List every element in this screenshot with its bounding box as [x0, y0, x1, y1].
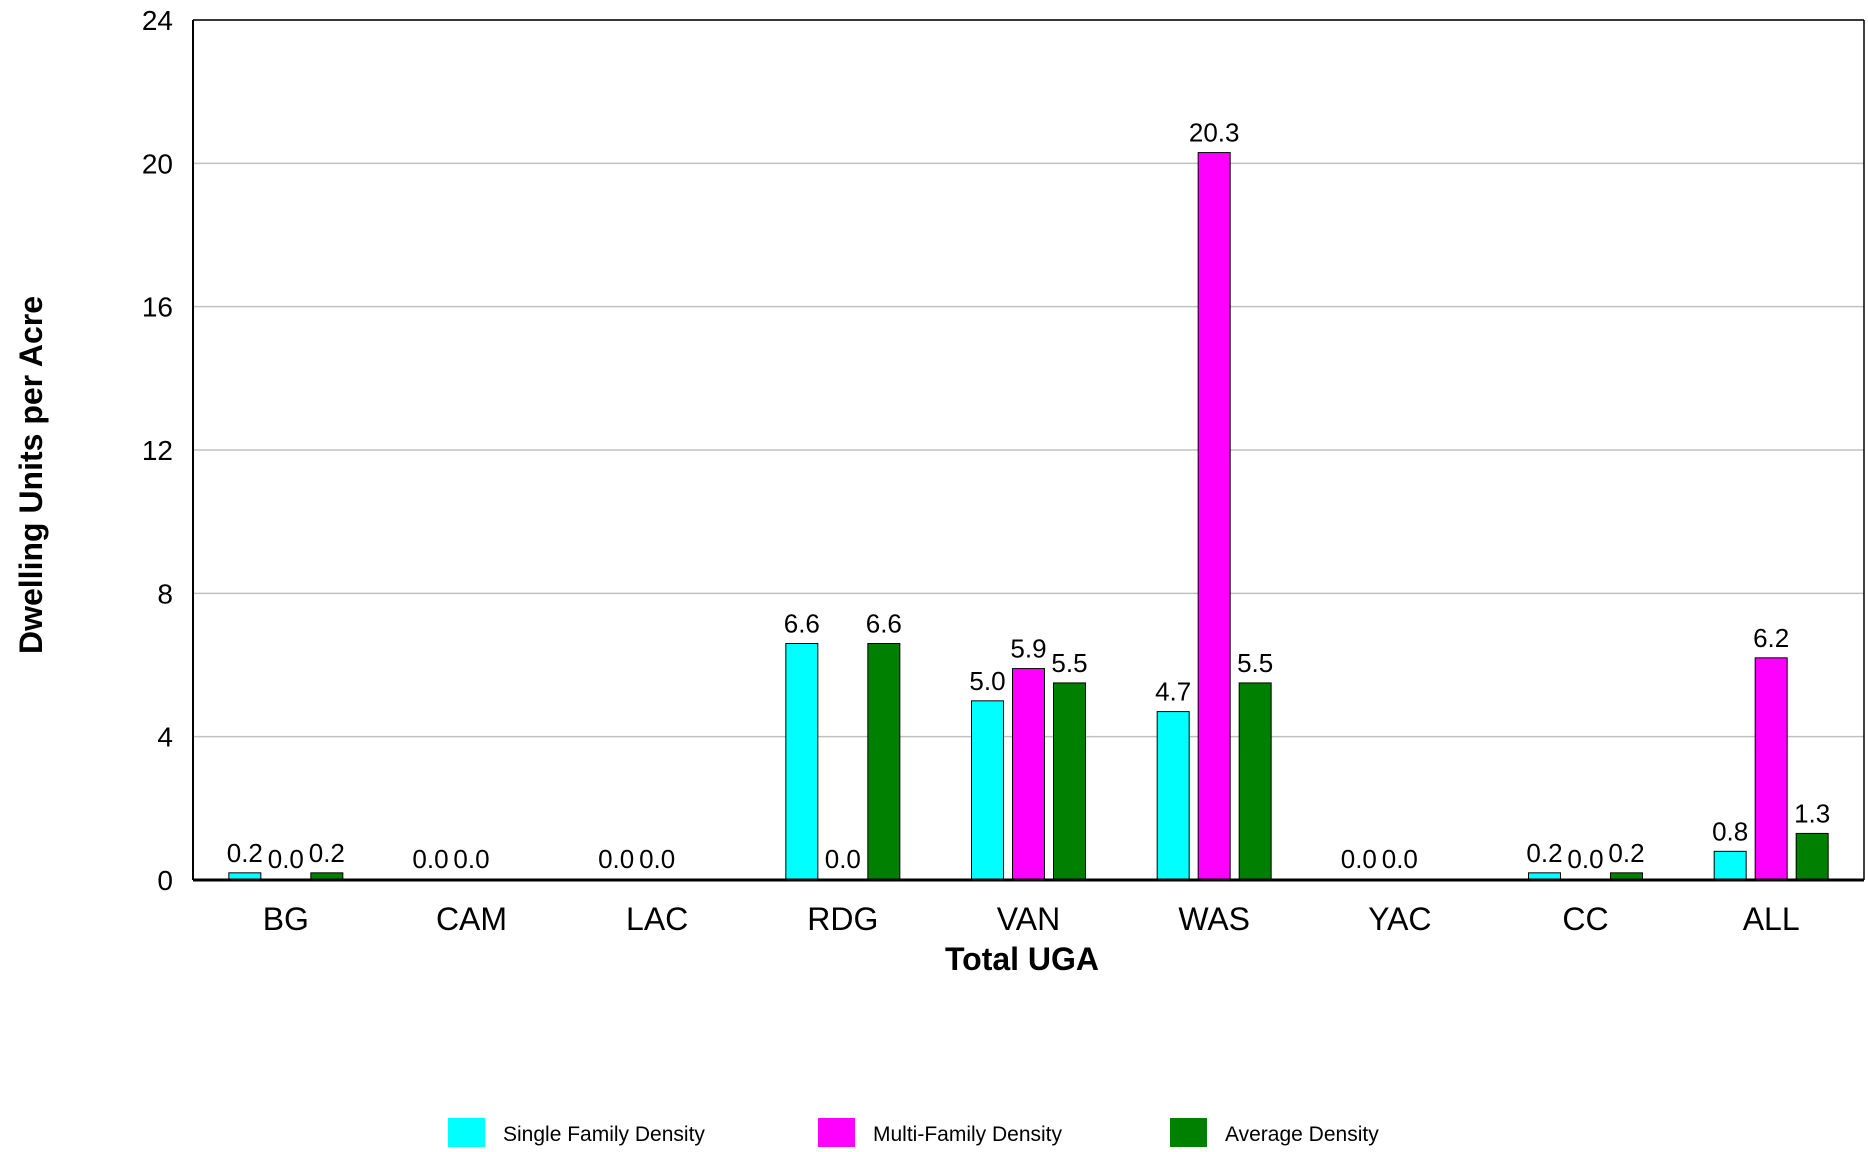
x-tick-label: WAS [1178, 901, 1250, 937]
x-tick-label: VAN [997, 901, 1060, 937]
data-label: 5.5 [1237, 648, 1273, 678]
data-label: 0.2 [1608, 838, 1644, 868]
bar-average-density [1795, 832, 1829, 881]
y-tick-label: 16 [142, 292, 173, 323]
data-label: 0.0 [268, 844, 304, 874]
bar-average-density [1053, 682, 1086, 881]
x-tick-label: YAC [1368, 901, 1431, 937]
y-axis-title: Dwelling Units per Acre [13, 296, 49, 654]
y-tick-label: 4 [157, 722, 173, 753]
y-tick-label: 24 [142, 5, 173, 36]
y-tick-label: 8 [157, 578, 173, 609]
legend-swatch [818, 1118, 855, 1150]
bar-single-family-density [785, 643, 819, 881]
x-axis-title: Total UGA [945, 941, 1099, 977]
data-label: 5.5 [1051, 648, 1087, 678]
x-tick-label: ALL [1743, 901, 1800, 937]
data-label: 0.2 [1526, 838, 1562, 868]
bar-single-family-density [1156, 711, 1190, 881]
y-tick-label: 20 [142, 148, 173, 179]
bar-single-family-density [971, 700, 1004, 881]
legend-label: Average Density [1225, 1123, 1379, 1146]
legend-swatch [448, 1118, 485, 1150]
data-label: 5.9 [1010, 634, 1046, 664]
data-label: 4.7 [1155, 677, 1191, 707]
data-label: 0.2 [309, 838, 345, 868]
legend-swatch [1170, 1118, 1207, 1150]
data-label: 0.0 [1341, 844, 1377, 874]
data-label: 0.0 [639, 844, 675, 874]
x-tick-label: CAM [436, 901, 507, 937]
x-tick-label: BG [263, 901, 309, 937]
legend-label: Multi-Family Density [873, 1123, 1063, 1146]
data-label: 5.0 [969, 666, 1005, 696]
data-label: 0.0 [825, 844, 861, 874]
bar-single-family-density [1713, 850, 1747, 881]
data-label: 6.6 [866, 609, 902, 639]
data-label: 0.0 [1567, 844, 1603, 874]
data-label: 20.3 [1189, 118, 1240, 148]
data-label: 0.0 [453, 844, 489, 874]
data-label: 0.0 [1382, 844, 1418, 874]
x-tick-label: LAC [626, 901, 688, 937]
data-label: 6.6 [784, 609, 820, 639]
data-label: 6.2 [1753, 623, 1789, 653]
data-label: 0.0 [598, 844, 634, 874]
bar-multi-family-density [1197, 152, 1231, 881]
bar-average-density [867, 643, 901, 881]
bar-multi-family-density [1012, 668, 1045, 881]
y-tick-label: 0 [157, 865, 173, 896]
legend: Single Family Density Multi-Family Densit… [448, 1118, 1379, 1150]
x-tick-label: CC [1562, 901, 1608, 937]
data-label: 1.3 [1794, 798, 1830, 828]
data-label: 0.8 [1712, 816, 1748, 846]
data-label: 0.0 [412, 844, 448, 874]
x-tick-label: RDG [807, 901, 878, 937]
bar-multi-family-density [1754, 657, 1788, 881]
legend-label: Single Family Density [503, 1123, 705, 1146]
bar-average-density [1238, 682, 1272, 881]
data-label: 0.2 [227, 838, 263, 868]
y-tick-label: 12 [142, 435, 173, 466]
